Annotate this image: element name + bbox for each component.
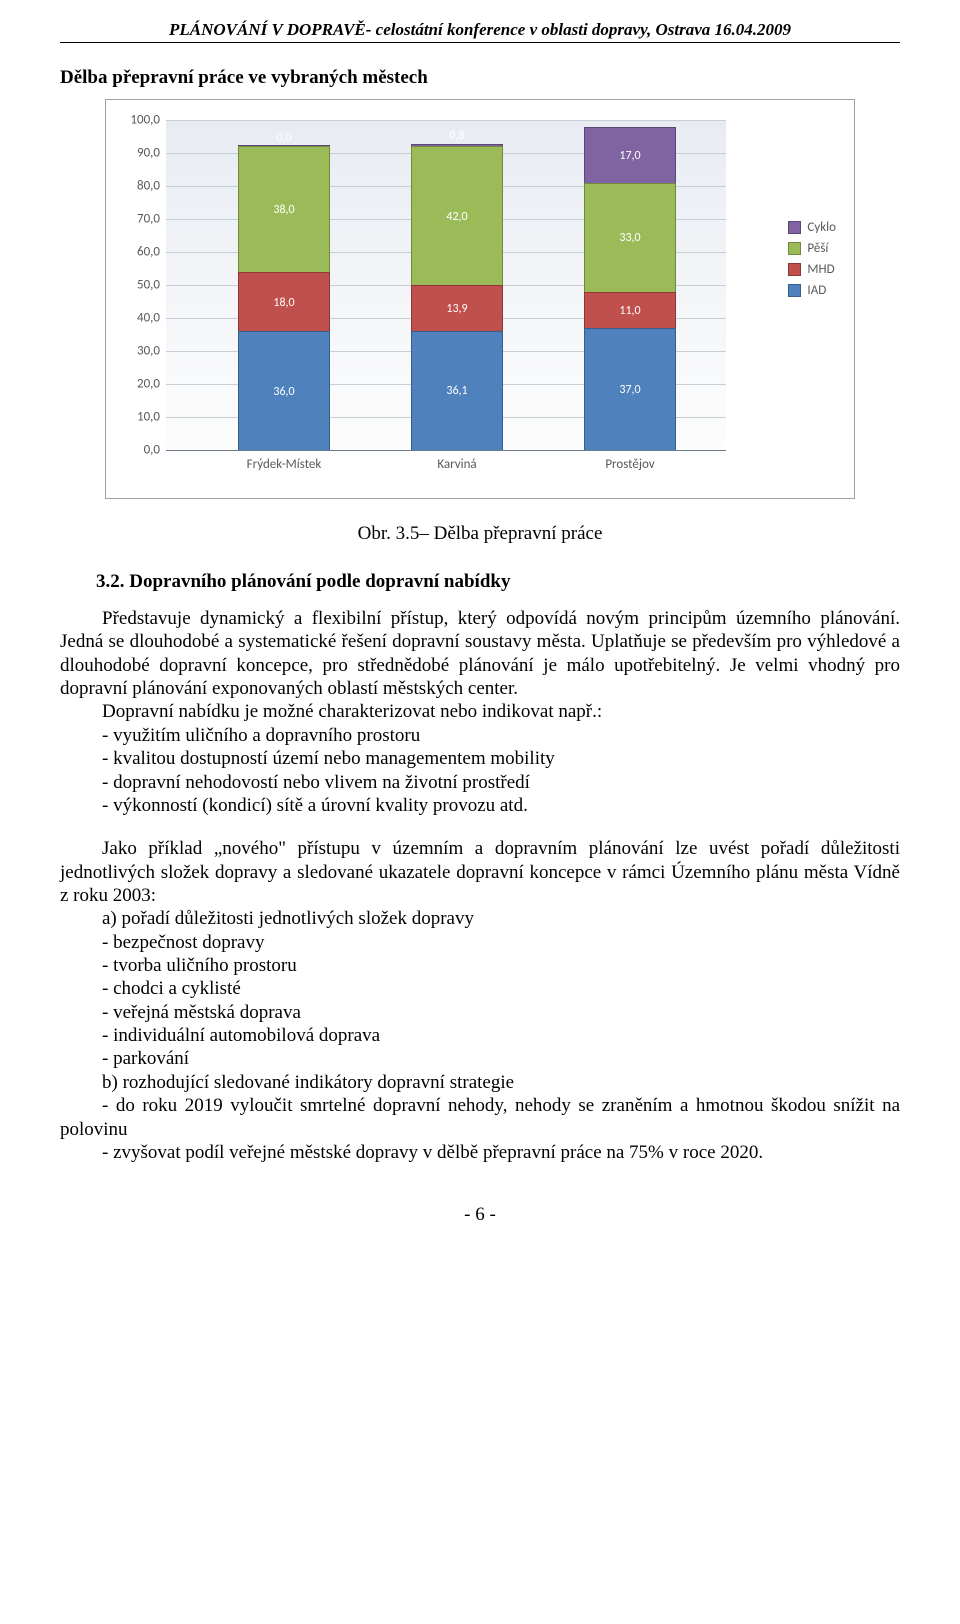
- legend-label: MHD: [807, 262, 834, 277]
- section-title: Dělba přepravní práce ve vybraných měste…: [60, 67, 900, 89]
- figure-caption: Obr. 3.5– Dělba přepravní práce: [60, 523, 900, 545]
- bar-segment-pesi: 33,0: [584, 183, 676, 292]
- legend-swatch: [788, 242, 801, 255]
- y-axis-label: 90,0: [120, 146, 160, 161]
- legend-swatch: [788, 263, 801, 276]
- page-header: PLÁNOVÁNÍ V DOPRAVĚ- celostátní konferen…: [60, 20, 900, 43]
- page-number: - 6 -: [60, 1204, 900, 1226]
- bar-segment-iad: 37,0: [584, 328, 676, 450]
- value-label: 11,0: [585, 304, 675, 318]
- value-label: 36,0: [239, 385, 329, 399]
- x-axis-label: Karviná: [407, 457, 507, 472]
- bar: 37,0 11,0 33,0 17,0: [584, 127, 676, 450]
- bar-segment-cyklo: [411, 144, 503, 147]
- list-subhead-a: a) pořadí důležitosti jednotlivých slože…: [60, 907, 900, 930]
- document-page: PLÁNOVÁNÍ V DOPRAVĚ- celostátní konferen…: [0, 0, 960, 1266]
- y-axis-label: 40,0: [120, 311, 160, 326]
- list-item: - chodci a cyklisté: [60, 977, 900, 1000]
- legend-label: IAD: [807, 283, 826, 298]
- value-label: 33,0: [585, 231, 675, 245]
- list-item: - bezpečnost dopravy: [60, 931, 900, 954]
- legend-item: IAD: [788, 283, 836, 298]
- body-text: Dopravní nabídku je možné charakterizova…: [60, 700, 900, 723]
- bar-segment-pesi: 38,0: [238, 146, 330, 271]
- bar-segment-mhd: 18,0: [238, 272, 330, 331]
- list-item: - individuální automobilová doprava: [60, 1024, 900, 1047]
- value-label: 0,0: [238, 131, 330, 145]
- value-label: 0,8: [411, 129, 503, 143]
- bar: 36,113,942,00,8: [411, 144, 503, 450]
- gridline: [166, 120, 726, 121]
- bar-segment-pesi: 42,0: [411, 146, 503, 285]
- bar-segment-cyklo: 17,0: [584, 127, 676, 183]
- value-label: 42,0: [412, 210, 502, 224]
- list-item: - veřejná městská doprava: [60, 1001, 900, 1024]
- y-axis-label: 10,0: [120, 410, 160, 425]
- value-label: 18,0: [239, 296, 329, 310]
- y-axis-label: 100,0: [120, 113, 160, 128]
- list-item: - výkonností (kondicí) sítě a úrovní kva…: [60, 794, 900, 817]
- legend-item: MHD: [788, 262, 836, 277]
- subsection-heading: 3.2. Dopravního plánování podle dopravní…: [60, 571, 900, 593]
- value-label: 36,1: [412, 384, 502, 398]
- legend-item: Cyklo: [788, 220, 836, 235]
- y-axis-label: 60,0: [120, 245, 160, 260]
- body-text: Představuje dynamický a flexibilní příst…: [60, 607, 900, 700]
- list-item: - využitím uličního a dopravního prostor…: [60, 724, 900, 747]
- y-axis-label: 0,0: [120, 443, 160, 458]
- bar-segment-mhd: 13,9: [411, 285, 503, 331]
- bar-segment-iad: 36,0: [238, 331, 330, 450]
- list-item: - zvyšovat podíl veřejné městské dopravy…: [60, 1141, 900, 1164]
- list-item: - kvalitou dostupností území nebo manage…: [60, 747, 900, 770]
- y-axis-label: 80,0: [120, 179, 160, 194]
- y-axis-label: 70,0: [120, 212, 160, 227]
- legend-label: Cyklo: [807, 220, 836, 235]
- legend-swatch: [788, 284, 801, 297]
- value-label: 17,0: [585, 149, 675, 163]
- plot-area: 36,0 18,0 38,0 0,0 36,1 13,9 42,0 0,8 37,0 11,0 33…: [166, 120, 726, 451]
- y-axis-label: 20,0: [120, 377, 160, 392]
- bar-segment-mhd: 11,0: [584, 292, 676, 328]
- legend-swatch: [788, 221, 801, 234]
- paragraph-block-2: Jako příklad „nového" přístupu v územním…: [60, 837, 900, 1164]
- list-subhead-b: b) rozhodující sledované indikátory dopr…: [60, 1071, 900, 1094]
- list-item: - dopravní nehodovostí nebo vlivem na ži…: [60, 771, 900, 794]
- value-label: 37,0: [585, 383, 675, 397]
- body-text: Jako příklad „nového" přístupu v územním…: [60, 837, 900, 907]
- paragraph-block-1: Představuje dynamický a flexibilní příst…: [60, 607, 900, 817]
- stacked-bar-chart: 36,0 18,0 38,0 0,0 36,1 13,9 42,0 0,8 37,0 11,0 33…: [105, 99, 855, 499]
- value-label: 13,9: [412, 302, 502, 316]
- y-axis-label: 50,0: [120, 278, 160, 293]
- chart-legend: Cyklo Pěší MHD IAD: [788, 220, 836, 304]
- list-item: - do roku 2019 vyloučit smrtelné dopravn…: [60, 1094, 900, 1141]
- value-label: 38,0: [239, 203, 329, 217]
- x-axis-label: Prostějov: [580, 457, 680, 472]
- y-axis-label: 30,0: [120, 344, 160, 359]
- x-axis-label: Frýdek-Místek: [234, 457, 334, 472]
- bar-segment-cyklo: [238, 145, 330, 146]
- bar-segment-iad: 36,1: [411, 331, 503, 450]
- legend-item: Pěší: [788, 241, 836, 256]
- list-item: - parkování: [60, 1047, 900, 1070]
- list-item: - tvorba uličního prostoru: [60, 954, 900, 977]
- legend-label: Pěší: [807, 241, 828, 256]
- bar: 36,018,038,00,0: [238, 146, 330, 450]
